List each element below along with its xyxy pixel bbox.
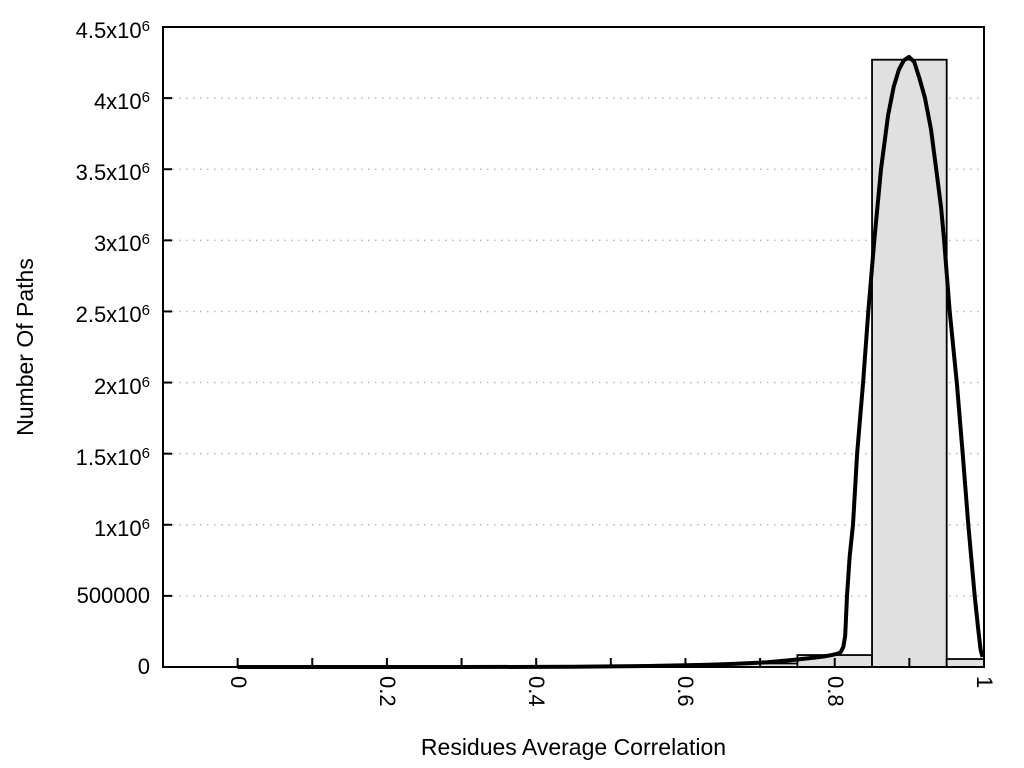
tick-marks bbox=[163, 26, 985, 668]
y-tick-label: 4.5x106 bbox=[75, 18, 150, 43]
histogram-bar bbox=[945, 658, 985, 668]
y-tick-label: 500000 bbox=[76, 582, 150, 608]
y-tick-label: 0 bbox=[137, 654, 150, 679]
x-tick-label: 0.2 bbox=[374, 676, 400, 707]
x-tick-label: 0 bbox=[225, 676, 251, 689]
y-tick-label: 1x106 bbox=[93, 515, 150, 541]
density-curve bbox=[237, 54, 985, 669]
y-axis-title: Number Of Paths bbox=[12, 258, 38, 436]
histogram-bars bbox=[721, 58, 985, 668]
y-tick-label: 2x106 bbox=[93, 373, 150, 399]
x-tick-label: 0.6 bbox=[673, 676, 699, 707]
plot-border bbox=[162, 26, 985, 668]
y-tick-label: 1.5x106 bbox=[75, 444, 150, 470]
gridlines bbox=[165, 97, 982, 597]
x-tick-label: 0.4 bbox=[524, 676, 550, 707]
y-tick-label: 3.5x106 bbox=[75, 160, 150, 186]
y-tick-label: 2.5x106 bbox=[75, 302, 150, 328]
y-tick-label: 3x106 bbox=[93, 231, 150, 257]
x-axis-title: Residues Average Correlation bbox=[420, 734, 727, 760]
y-tick-label: 4x106 bbox=[93, 89, 150, 115]
x-tick-label: 0.8 bbox=[822, 676, 848, 707]
x-tick-label: 1 bbox=[972, 676, 997, 689]
